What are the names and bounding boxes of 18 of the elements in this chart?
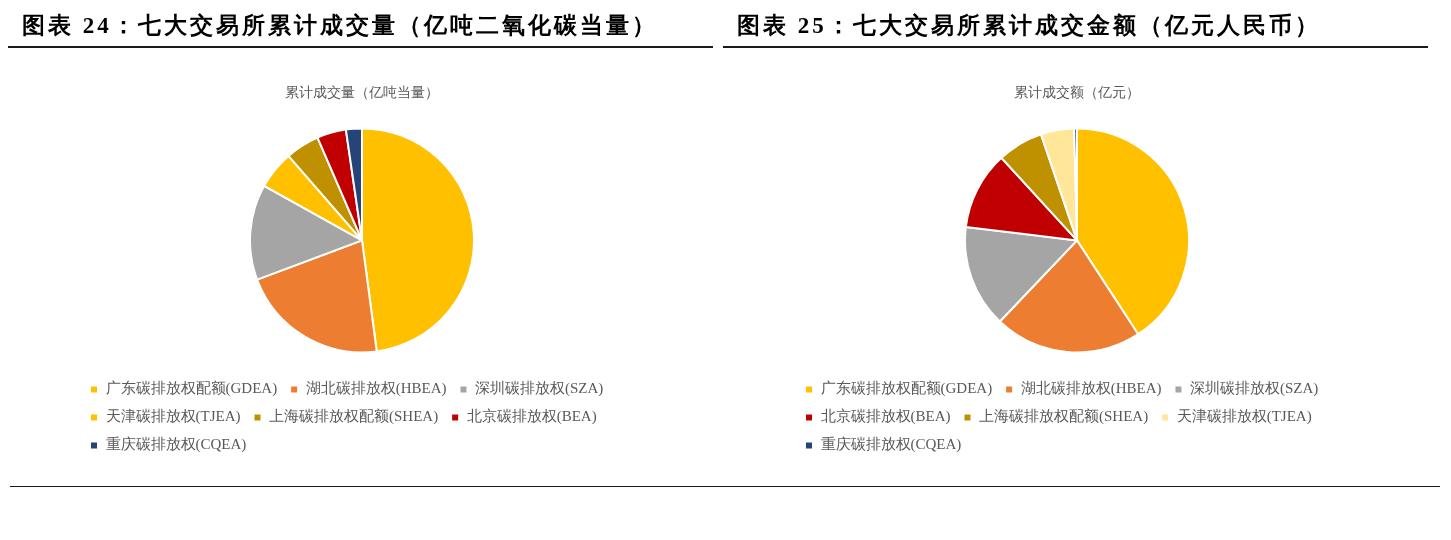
legend-label: 上海碳排放权配额(SHEA) (978, 408, 1149, 426)
legend-label: 广东碳排放权配额(GDEA) (820, 380, 993, 398)
legend-label: 上海碳排放权配额(SHEA) (268, 408, 439, 426)
legend-label: 天津碳排放权(TJEA) (1176, 408, 1312, 426)
legend-label: 湖北碳排放权(HBEA) (1020, 380, 1162, 398)
chart-subtitle: 累计成交量（亿吨当量） (285, 85, 439, 101)
legend-label: 天津碳排放权(TJEA) (105, 408, 241, 426)
legend-label: 重庆碳排放权(CQEA) (820, 436, 962, 454)
chart-subtitle: 累计成交额（亿元） (1014, 85, 1140, 101)
legend-label: 北京碳排放权(BEA) (820, 408, 951, 426)
legend-label: 湖北碳排放权(HBEA) (305, 380, 447, 398)
legend-label: 深圳碳排放权(SZA) (474, 380, 604, 398)
legend-label: 广东碳排放权配额(GDEA) (105, 380, 278, 398)
chart-title: 图表 24：七大交易所累计成交量（亿吨二氧化碳当量） (8, 12, 713, 48)
chart-title: 图表 25：七大交易所累计成交金额（亿元人民币） (723, 12, 1428, 48)
legend-label: 北京碳排放权(BEA) (466, 408, 597, 426)
legend-label: 重庆碳排放权(CQEA) (105, 436, 247, 454)
legend-label: 深圳碳排放权(SZA) (1189, 380, 1319, 398)
